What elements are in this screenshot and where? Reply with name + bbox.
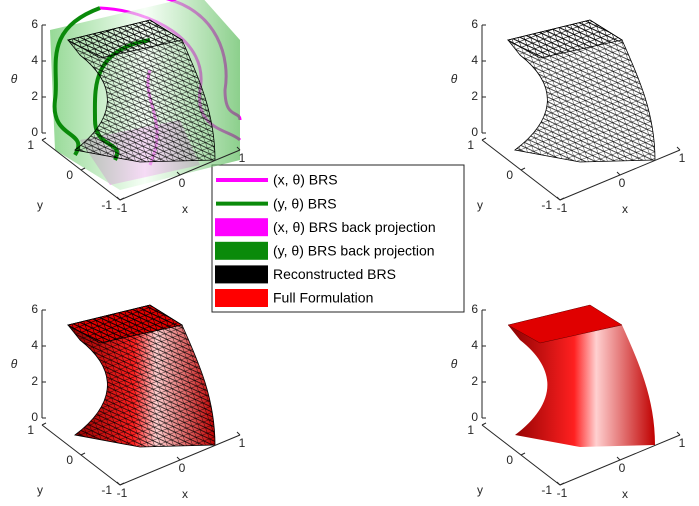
y-axis-label: y — [37, 483, 43, 497]
legend-label: (x, θ) BRS — [273, 172, 338, 188]
y-tick-label: -1 — [101, 483, 112, 497]
legend: (x, θ) BRS (y, θ) BRS (x, θ) BRS back proj… — [212, 165, 464, 312]
x-axis-label: x — [622, 202, 628, 216]
x-tick — [617, 172, 620, 175]
z-tick-label: 4 — [471, 338, 478, 352]
legend-label: (y, θ) BRS — [273, 195, 337, 211]
x-tick — [237, 432, 240, 435]
x-tick-label: 1 — [239, 151, 246, 165]
legend-label: Reconstructed BRS — [273, 266, 396, 282]
legend-patch — [215, 242, 268, 260]
x-tick-label: 0 — [619, 176, 626, 190]
z-tick-label: 2 — [471, 374, 478, 388]
z-axis-label: θ — [451, 72, 458, 86]
z-axis-label: θ — [11, 357, 18, 371]
x-tick-label: 0 — [179, 461, 186, 475]
x-tick-label: -1 — [557, 201, 568, 215]
z-tick-label: 4 — [31, 338, 38, 352]
x-axis-label: x — [182, 487, 188, 501]
legend-patch — [215, 289, 268, 307]
x-tick-label: 1 — [679, 151, 686, 165]
x-tick-label: -1 — [557, 486, 568, 500]
z-tick-label: 6 — [31, 17, 38, 31]
x-tick-label: 0 — [619, 461, 626, 475]
z-tick-label: 0 — [471, 410, 478, 424]
x-axis-label: x — [182, 202, 188, 216]
y-tick-label: 0 — [66, 168, 73, 182]
legend-patch — [215, 218, 268, 236]
x-tick-label: 0 — [179, 176, 186, 190]
y-tick-label: 1 — [467, 423, 474, 437]
z-tick-label: 2 — [31, 89, 38, 103]
y-tick-label: -1 — [541, 483, 552, 497]
z-tick-label: 0 — [31, 125, 38, 139]
y-axis-label: y — [477, 483, 483, 497]
x-tick-label: 1 — [239, 436, 246, 450]
y-tick-label: 1 — [27, 138, 34, 152]
y-tick-label: 0 — [506, 168, 513, 182]
y-tick-label: 0 — [66, 453, 73, 467]
z-axis-label: θ — [451, 357, 458, 371]
legend-label: (y, θ) BRS back projection — [273, 243, 435, 259]
legend-patch — [215, 265, 268, 283]
y-axis-label: y — [37, 198, 43, 212]
x-tick-label: 1 — [679, 436, 686, 450]
z-tick-label: 4 — [471, 53, 478, 67]
x-tick — [177, 457, 180, 460]
y-tick — [81, 453, 85, 455]
x-axis-label: x — [622, 487, 628, 501]
x-tick — [677, 432, 680, 435]
y-tick — [42, 138, 46, 140]
y-axis-label: y — [477, 198, 483, 212]
y-tick — [521, 168, 525, 170]
z-tick-label: 6 — [471, 302, 478, 316]
y-tick-label: -1 — [541, 198, 552, 212]
z-tick-label: 6 — [31, 302, 38, 316]
z-tick-label: 0 — [31, 410, 38, 424]
z-tick-label: 2 — [31, 374, 38, 388]
figure: (x, θ) BRS (y, θ) BRS (x, θ) BRS back proj… — [0, 0, 699, 506]
x-tick-label: -1 — [117, 201, 128, 215]
y-tick — [482, 138, 486, 140]
z-tick-label: 4 — [31, 53, 38, 67]
y-tick — [521, 453, 525, 455]
y-tick-label: -1 — [101, 198, 112, 212]
x-tick-label: -1 — [117, 486, 128, 500]
legend-label: (x, θ) BRS back projection — [273, 219, 436, 235]
z-tick-label: 2 — [471, 89, 478, 103]
y-tick — [482, 423, 486, 425]
x-tick — [677, 147, 680, 150]
z-tick-label: 6 — [471, 17, 478, 31]
z-axis-label: θ — [11, 72, 18, 86]
y-tick-label: 0 — [506, 453, 513, 467]
x-tick — [617, 457, 620, 460]
y-tick-label: 1 — [467, 138, 474, 152]
legend-label: Full Formulation — [273, 290, 373, 306]
y-tick-label: 1 — [27, 423, 34, 437]
z-tick-label: 0 — [471, 125, 478, 139]
y-tick — [81, 168, 85, 170]
y-tick — [42, 423, 46, 425]
